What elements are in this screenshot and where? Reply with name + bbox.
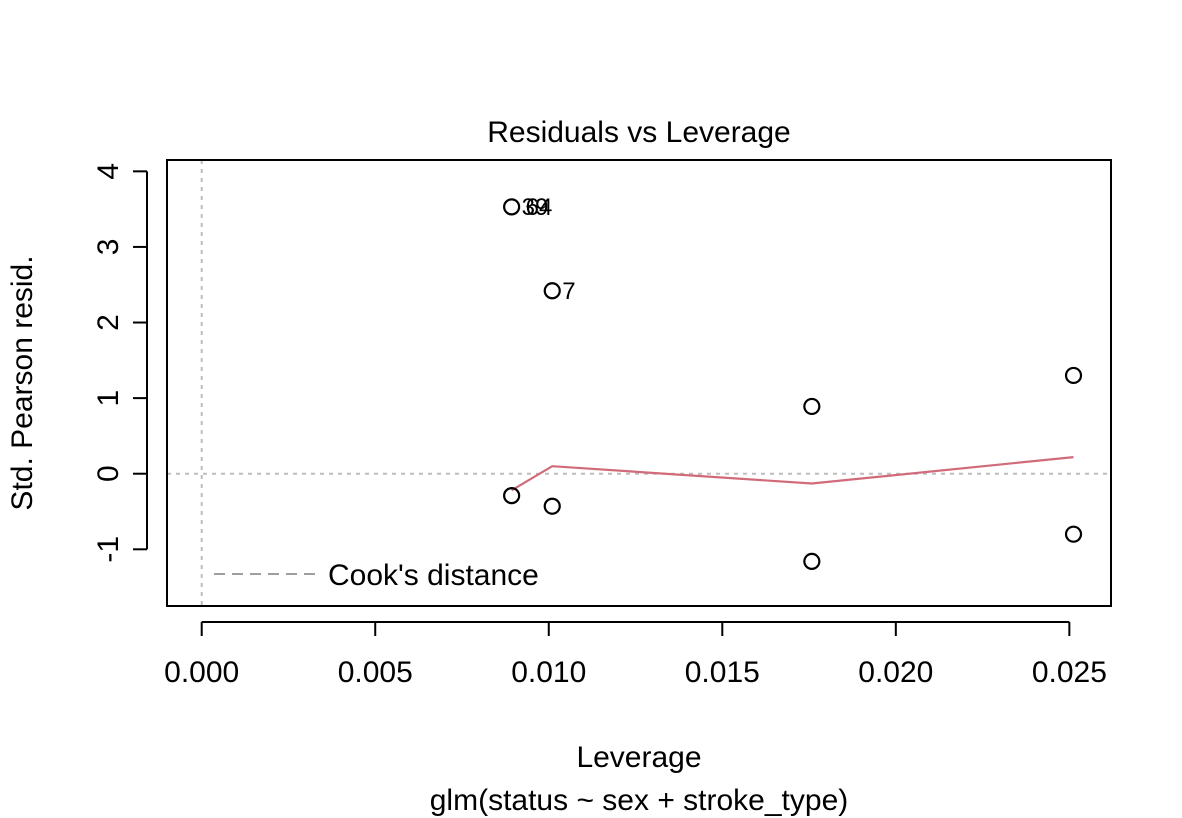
y-tick-label: 2 xyxy=(92,314,125,331)
x-axis: 0.000 0.005 0.010 0.015 0.020 0.025 xyxy=(164,621,1107,689)
point-labels-group: 39 7 64 xyxy=(522,194,576,305)
x-tick-label: 0.015 xyxy=(685,656,760,689)
x-tick-label: 0.010 xyxy=(511,656,586,689)
y-tick-label: 1 xyxy=(92,390,125,407)
point-label: 39 xyxy=(522,194,549,221)
x-tick-label: 0.005 xyxy=(338,656,413,689)
x-tick-label: 0.020 xyxy=(858,656,933,689)
y-axis-label: Std. Pearson resid. xyxy=(6,255,39,510)
data-point xyxy=(1064,366,1083,385)
data-point xyxy=(543,497,561,515)
smooth-line-group xyxy=(511,456,1074,492)
data-point xyxy=(543,282,561,300)
point-label: 64 xyxy=(526,194,553,221)
y-tick-label: 0 xyxy=(92,465,125,482)
data-point xyxy=(1064,525,1083,543)
reference-lines xyxy=(167,160,1111,606)
data-point xyxy=(803,552,821,571)
x-tick-label: 0.000 xyxy=(164,656,239,689)
x-axis-label: Leverage xyxy=(576,741,701,774)
data-point xyxy=(803,397,821,416)
legend-cooks-label: Cook's distance xyxy=(328,559,539,592)
y-tick-label: 4 xyxy=(92,163,125,180)
x-tick-label: 0.025 xyxy=(1032,656,1107,689)
points-group xyxy=(503,198,1083,571)
legend: Cook's distance xyxy=(214,559,539,592)
y-tick-label: -1 xyxy=(92,536,125,563)
chart-subtitle: glm(status ~ sex + stroke_type) xyxy=(430,784,849,817)
y-axis: -1 0 1 2 3 4 xyxy=(92,163,148,563)
point-label: 7 xyxy=(562,278,575,305)
chart-title: Residuals vs Leverage xyxy=(487,116,791,149)
data-point xyxy=(503,198,521,216)
plot-frame xyxy=(166,159,1112,607)
data-point xyxy=(503,487,521,505)
smooth-line xyxy=(511,456,1074,492)
y-tick-label: 3 xyxy=(92,239,125,256)
